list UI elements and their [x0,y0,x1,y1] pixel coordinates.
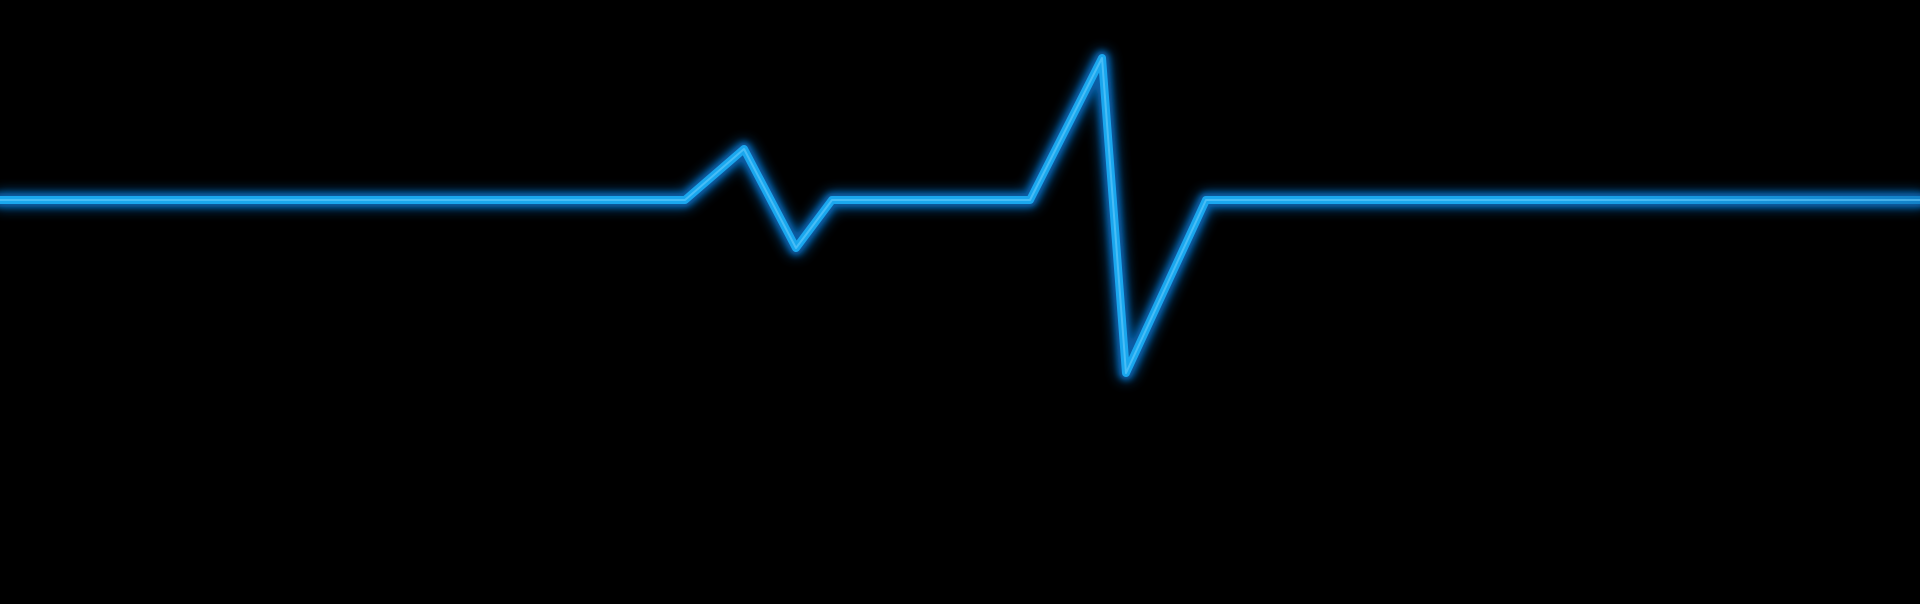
heartbeat-core [0,57,1920,374]
heartbeat-line [0,54,1920,377]
heartbeat-glow [0,51,1920,380]
